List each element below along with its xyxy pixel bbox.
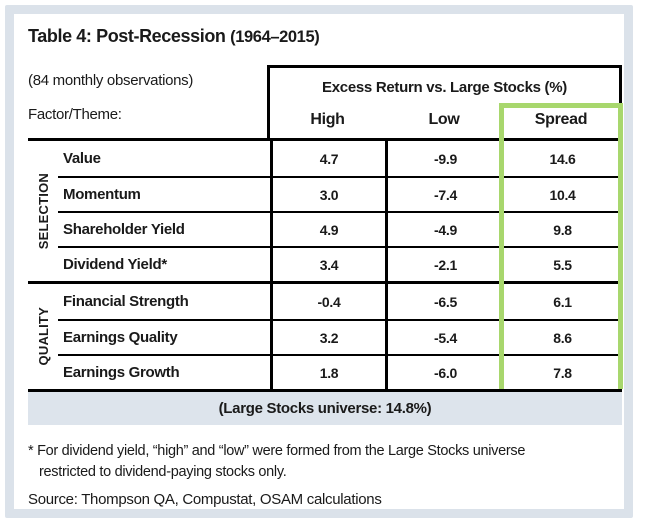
- high-value: 1.8: [270, 356, 385, 389]
- factor-theme-label: Factor/Theme:: [28, 106, 122, 123]
- column-header-row: High Low Spread: [270, 106, 619, 138]
- excess-return-header-box: Excess Return vs. Large Stocks (%) High …: [267, 65, 622, 138]
- table-row: Earnings Quality 3.2 -5.4 8.6: [58, 319, 622, 354]
- group-divider-line: [28, 281, 622, 284]
- high-value: 3.2: [270, 321, 385, 354]
- column-header-low: Low: [428, 111, 460, 128]
- table-row: Momentum 3.0 -7.4 10.4: [58, 176, 622, 211]
- column-header-high: High: [310, 111, 345, 128]
- high-value: 3.0: [270, 178, 385, 211]
- low-value: -6.0: [385, 356, 503, 389]
- table-title-period: (1964–2015): [230, 28, 320, 46]
- header-divider-line: [28, 138, 622, 141]
- column-header-spread: Spread: [534, 111, 588, 128]
- table-row: Earnings Growth 1.8 -6.0 7.8: [58, 354, 622, 389]
- table-body: SELECTION Value 4.7 -9.9 14.6 Momentum 3…: [28, 141, 622, 389]
- low-value: -4.9: [385, 213, 503, 246]
- low-value: -5.4: [385, 321, 503, 354]
- source-line: Source: Thompson QA, Compustat, OSAM cal…: [28, 491, 382, 508]
- group-label-selection: SELECTION: [28, 141, 58, 281]
- low-value: -6.5: [385, 284, 503, 319]
- group-quality-rows: Financial Strength -0.4 -6.5 6.1 Earning…: [58, 284, 622, 389]
- dividend-yield-footnote: * For dividend yield, “high” and “low” w…: [28, 443, 526, 481]
- spread-value: 10.4: [549, 186, 576, 203]
- factor-label: Value: [63, 150, 101, 167]
- factor-label: Financial Strength: [63, 293, 189, 310]
- group-selection: SELECTION Value 4.7 -9.9 14.6 Momentum 3…: [28, 141, 622, 281]
- high-value: 3.4: [270, 248, 385, 281]
- factor-label: Momentum: [63, 186, 141, 203]
- spread-value: 6.1: [553, 293, 572, 310]
- low-value: -7.4: [385, 178, 503, 211]
- spread-value: 8.6: [553, 329, 572, 346]
- large-stocks-universe-note: (Large Stocks universe: 14.8%): [28, 389, 622, 425]
- spread-value: 14.6: [549, 150, 576, 167]
- table-row: Financial Strength -0.4 -6.5 6.1: [58, 284, 622, 319]
- factor-label: Earnings Growth: [63, 364, 180, 381]
- table-row: Shareholder Yield 4.9 -4.9 9.8: [58, 211, 622, 246]
- table-row: Value 4.7 -9.9 14.6: [58, 141, 622, 176]
- high-value: -0.4: [270, 284, 385, 319]
- spread-value: 9.8: [553, 221, 572, 238]
- high-value: 4.9: [270, 213, 385, 246]
- high-value: 4.7: [270, 141, 385, 176]
- group-selection-rows: Value 4.7 -9.9 14.6 Momentum 3.0 -7.4 10…: [58, 141, 622, 281]
- table-row: Dividend Yield* 3.4 -2.1 5.5: [58, 246, 622, 281]
- excess-return-title: Excess Return vs. Large Stocks (%): [322, 79, 567, 96]
- low-value: -9.9: [385, 141, 503, 176]
- group-label-quality-text: QUALITY: [35, 307, 51, 366]
- table-title: Table 4: Post-Recession (1964–2015): [28, 26, 320, 47]
- group-label-selection-text: SELECTION: [35, 172, 51, 250]
- low-value: -2.1: [385, 248, 503, 281]
- observations-label: (84 monthly observations): [28, 72, 194, 89]
- spread-value: 7.8: [553, 364, 572, 381]
- page-frame-border: [5, 5, 633, 518]
- spread-value: 5.5: [553, 256, 572, 273]
- factor-label: Shareholder Yield: [63, 221, 185, 238]
- group-quality: QUALITY Financial Strength -0.4 -6.5 6.1…: [28, 284, 622, 389]
- table-title-main: Table 4: Post-Recession: [28, 26, 226, 46]
- group-label-quality: QUALITY: [28, 284, 58, 389]
- factor-label: Earnings Quality: [63, 329, 178, 346]
- factor-label: Dividend Yield*: [63, 256, 167, 273]
